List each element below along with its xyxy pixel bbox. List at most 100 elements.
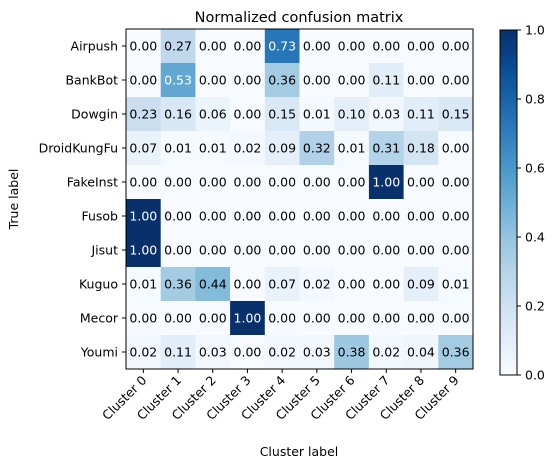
heatmap-cell — [368, 301, 404, 336]
heatmap-cell — [403, 97, 439, 132]
cell-value-label: 0.18 — [407, 141, 435, 156]
heatmap-cell — [299, 29, 335, 64]
cell-value-label: 1.00 — [372, 175, 400, 190]
cell-value-label: 0.03 — [372, 107, 400, 122]
cell-value-label: 0.00 — [442, 39, 470, 54]
cell-value-label: 0.00 — [234, 107, 262, 122]
y-tick-label: Jisut — [91, 243, 119, 258]
heatmap-cell — [403, 199, 439, 234]
heatmap-cell — [299, 131, 335, 166]
heatmap-cell — [403, 165, 439, 200]
heatmap-cell — [368, 267, 404, 302]
heatmap-cell — [299, 267, 335, 302]
cell-value-label: 0.00 — [234, 39, 262, 54]
heatmap-cell — [230, 233, 266, 268]
y-tick-label: Youmi — [80, 345, 118, 360]
heatmap-cell — [403, 233, 439, 268]
cell-value-label: 1.00 — [129, 243, 157, 258]
heatmap-cell — [264, 335, 300, 370]
colorbar-tick-label: 0.0 — [525, 368, 545, 383]
heatmap-cell — [195, 63, 231, 98]
cell-value-label: 0.00 — [234, 345, 262, 360]
cell-value-label: 0.16 — [164, 107, 192, 122]
cell-value-label: 0.01 — [303, 107, 331, 122]
cell-value-label: 0.00 — [372, 243, 400, 258]
heatmap-cell — [368, 29, 404, 64]
cell-value-label: 0.07 — [268, 277, 296, 292]
cell-value-label: 0.00 — [338, 175, 366, 190]
cell-value-label: 0.02 — [129, 345, 157, 360]
heatmap-cell — [264, 233, 300, 268]
cell-value-label: 0.27 — [164, 39, 192, 54]
cell-value-label: 0.00 — [303, 243, 331, 258]
heatmap-cell — [334, 267, 370, 302]
heatmap-cell — [334, 301, 370, 336]
heatmap-cell — [299, 165, 335, 200]
heatmap-cell — [299, 233, 335, 268]
heatmap-cell — [126, 301, 162, 336]
cell-value-label: 0.36 — [164, 277, 192, 292]
cell-value-label: 0.73 — [268, 39, 296, 54]
colorbar — [499, 29, 518, 376]
heatmap-cell — [230, 335, 266, 370]
heatmap-cell — [334, 131, 370, 166]
heatmap-cell — [403, 301, 439, 336]
heatmap-cell — [334, 199, 370, 234]
heatmap-cell — [368, 233, 404, 268]
heatmap-frame — [125, 28, 474, 370]
cell-value-label: 0.00 — [407, 243, 435, 258]
heatmap-cell — [334, 335, 370, 370]
heatmap-cell — [126, 131, 162, 166]
cell-value-label: 0.02 — [268, 345, 296, 360]
heatmap-cell — [160, 131, 196, 166]
cell-value-label: 0.00 — [164, 311, 192, 326]
heatmap-cell — [264, 267, 300, 302]
heatmap-cell — [368, 335, 404, 370]
cell-value-label: 0.15 — [442, 107, 470, 122]
y-tick-label: Dowgin — [71, 107, 118, 122]
cell-value-label: 0.00 — [199, 243, 227, 258]
heatmap-cell — [299, 63, 335, 98]
cell-value-label: 0.00 — [372, 39, 400, 54]
y-tick-label: Kuguo — [79, 277, 118, 292]
cell-value-label: 0.11 — [372, 73, 400, 88]
cell-value-label: 0.00 — [442, 243, 470, 258]
cell-value-label: 0.00 — [407, 311, 435, 326]
cell-value-label: 0.00 — [338, 277, 366, 292]
heatmap-cell — [126, 199, 162, 234]
heatmap-cell — [195, 233, 231, 268]
heatmap-cell — [126, 63, 162, 98]
cell-value-label: 0.36 — [442, 345, 470, 360]
cell-value-label: 0.00 — [268, 209, 296, 224]
heatmap-cell — [438, 335, 474, 370]
heatmap-cell — [126, 267, 162, 302]
heatmap-cell — [126, 335, 162, 370]
cell-value-label: 0.00 — [234, 209, 262, 224]
heatmap-cell — [264, 165, 300, 200]
heatmap-cell — [230, 97, 266, 132]
cell-value-label: 0.00 — [199, 73, 227, 88]
heatmap-cell — [403, 29, 439, 64]
heatmap-cell — [160, 29, 196, 64]
cell-value-label: 0.03 — [199, 345, 227, 360]
heatmap-cell — [195, 97, 231, 132]
cell-value-label: 0.03 — [303, 345, 331, 360]
cell-value-label: 0.00 — [268, 243, 296, 258]
colorbar-tick-label: 0.6 — [525, 161, 545, 176]
heatmap-cells — [126, 29, 474, 370]
cell-value-label: 0.00 — [234, 73, 262, 88]
cell-value-label: 0.00 — [129, 39, 157, 54]
heatmap-cell — [334, 165, 370, 200]
cell-value-label: 0.53 — [164, 73, 192, 88]
heatmap-cell — [264, 29, 300, 64]
heatmap-cell — [160, 63, 196, 98]
cell-value-label: 0.00 — [407, 39, 435, 54]
cell-value-label: 0.00 — [234, 175, 262, 190]
heatmap-cell — [195, 29, 231, 64]
heatmap-cell — [368, 131, 404, 166]
cell-value-label: 0.01 — [442, 277, 470, 292]
cell-value-label: 0.00 — [338, 39, 366, 54]
heatmap-cell — [160, 233, 196, 268]
heatmap-cell — [160, 199, 196, 234]
